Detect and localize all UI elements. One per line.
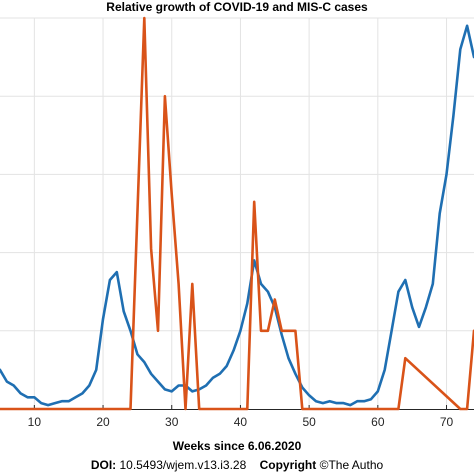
x-tick-label: 60 [371, 415, 385, 429]
series-line-1 [0, 24, 474, 407]
series-line-2 [0, 16, 474, 411]
copyright-label: Copyright [259, 458, 317, 472]
x-tick-label: 50 [302, 415, 316, 429]
chart-title: Relative growth of COVID-19 and MIS-C ca… [106, 0, 368, 14]
doi-value: 10.5493/wjem.v13.i3.28 [119, 458, 247, 472]
x-tick-label: 30 [165, 415, 179, 429]
x-tick-label: 10 [28, 415, 42, 429]
copyright-value: ©The Autho [319, 458, 384, 472]
grid-lines [0, 17, 474, 409]
data-series [0, 16, 474, 411]
x-tick-label: 70 [440, 415, 454, 429]
x-tick-labels: 10 20 30 40 50 60 70 [28, 415, 454, 429]
x-tick-label: 20 [96, 415, 110, 429]
x-axis-label: Weeks since 6.06.2020 [172, 439, 302, 453]
doi-label: DOI: [90, 458, 117, 472]
x-tick-label: 40 [234, 415, 248, 429]
citation-footer: DOI: 10.5493/wjem.v13.i3.28 Copyright ©T… [0, 458, 474, 472]
